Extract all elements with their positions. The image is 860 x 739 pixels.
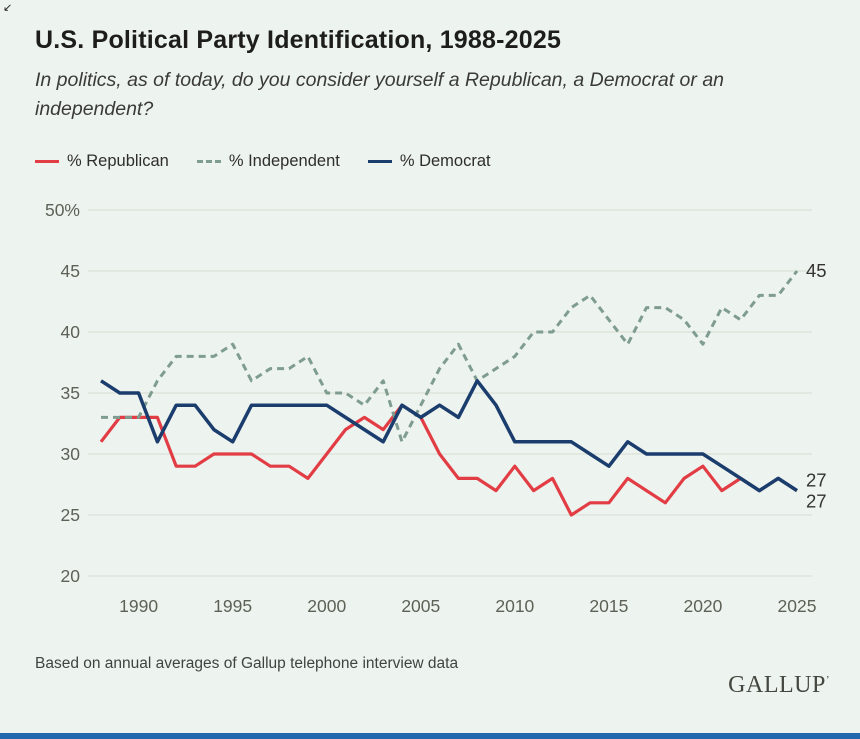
x-axis-tick-label: 2015: [589, 596, 628, 616]
republican-line: [99, 403, 798, 517]
independent-line-swatch-icon: [196, 160, 221, 163]
page-title: U.S. Political Party Identification, 198…: [35, 26, 562, 54]
legend-label: % Democrat: [399, 152, 491, 170]
corner-arrow-icon: ↙: [3, 2, 13, 14]
democrat-line-swatch-icon: [367, 160, 392, 163]
x-axis-tick-label: 2005: [401, 596, 440, 616]
republican-line-swatch-icon: [35, 160, 59, 163]
y-axis-tick-label: 30: [61, 444, 81, 464]
legend-item-democrat: % Democrat: [367, 152, 491, 171]
accent-bar: [0, 733, 860, 739]
x-axis-tick-label: 2010: [495, 596, 534, 616]
legend-item-republican: % Republican: [35, 152, 169, 171]
x-axis-tick-label: 1995: [213, 596, 252, 616]
legend-label: % Independent: [228, 152, 340, 170]
y-axis-tick-label: 45: [61, 261, 80, 281]
x-axis-tick-label: 2025: [778, 596, 817, 616]
x-axis-tick-label: 2000: [307, 596, 346, 616]
legend-item-independent: % Independent: [196, 152, 340, 171]
republican-end-value-label: 27: [806, 491, 827, 512]
source-note: Based on annual averages of Gallup telep…: [35, 655, 459, 672]
y-axis-tick-label: 40: [61, 322, 81, 342]
y-axis-tick-label: 25: [61, 505, 80, 525]
independent-line: [101, 270, 799, 444]
democrat-line: [100, 379, 798, 493]
chart-legend: % Republican % Independent % Democrat: [35, 152, 491, 171]
survey-question-subtitle: In politics, as of today, do you conside…: [35, 69, 725, 121]
legend-label: % Republican: [67, 152, 169, 170]
x-axis-tick-label: 1990: [119, 596, 158, 616]
y-axis-tick-label: 20: [61, 566, 81, 586]
x-axis-tick-label: 2020: [683, 596, 722, 616]
trademark-icon: ʼ: [825, 674, 830, 686]
independent-end-value-label: 45: [806, 260, 827, 281]
democrat-end-value-label: 27: [806, 470, 827, 491]
gallup-logo: GALLUPʼ: [728, 672, 830, 698]
y-axis-tick-label: 35: [61, 383, 80, 403]
y-axis-tick-label: 50%: [45, 200, 80, 220]
